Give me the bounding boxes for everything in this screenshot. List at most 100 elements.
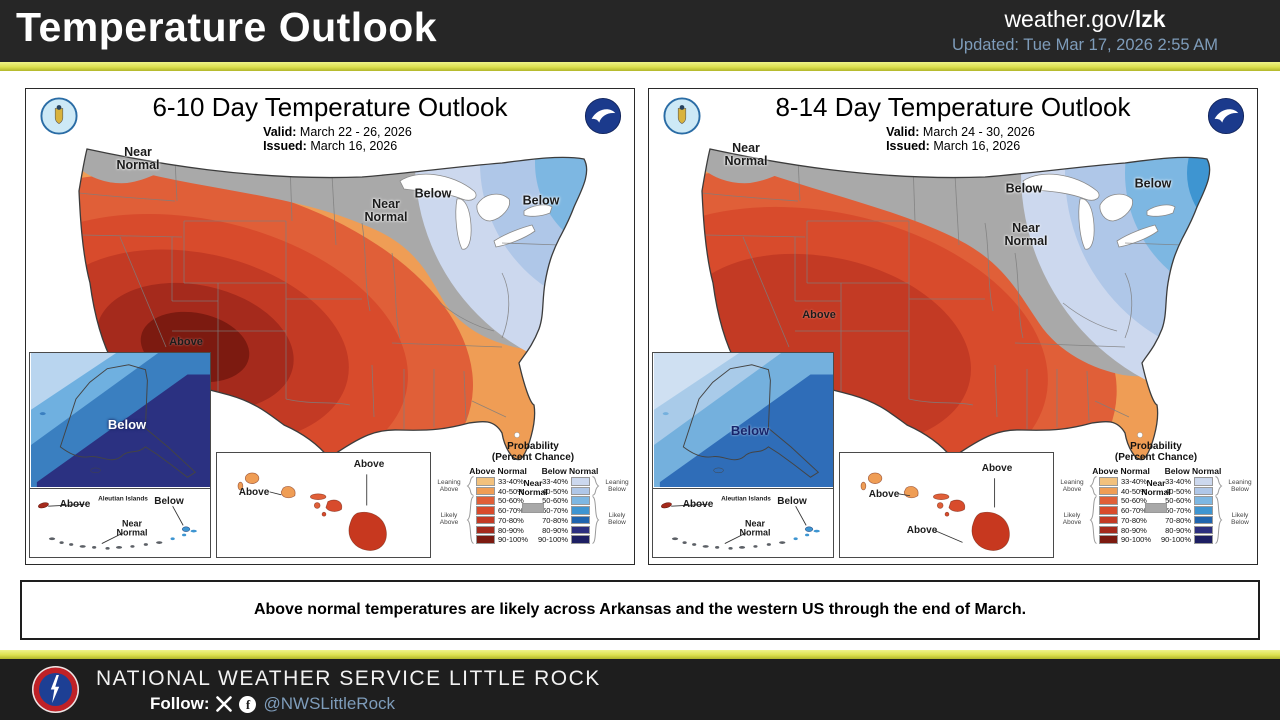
legend-subtitle: (Percent Chance) — [491, 452, 575, 463]
summary-text: Above normal temperatures are likely acr… — [253, 601, 1027, 618]
yellow-divider-top — [0, 62, 1280, 71]
summary-box: Above normal temperatures are likely acr… — [20, 580, 1260, 640]
legend-range-below: 90-100% — [537, 535, 568, 545]
legend-brace — [592, 476, 600, 496]
legend-swatch-below — [571, 486, 590, 496]
valid-value: March 24 - 30, 2026 — [922, 125, 1035, 139]
x-twitter-icon — [216, 696, 233, 712]
legend-leaning-above: Leaning Above — [437, 479, 461, 494]
legend-swatch-above — [1099, 535, 1118, 544]
legend-range-below: 50-60% — [542, 496, 568, 506]
legend-range-below: 60-70% — [1165, 506, 1191, 516]
legend-brace — [466, 496, 474, 544]
social-handle: @NWSLittleRock — [263, 694, 396, 713]
issued-label: Issued: — [886, 139, 930, 154]
map-title: 6-10 Day Temperature Outlook — [152, 92, 508, 122]
legend-below-header: Below Normal — [1164, 466, 1222, 476]
legend-range-above: 40-50% — [1121, 486, 1147, 496]
map-title: 8-14 Day Temperature Outlook — [775, 92, 1131, 122]
legend-title: Probability — [1130, 441, 1182, 452]
legend-likely-above: Likely Above — [1062, 512, 1082, 527]
alaska-map — [653, 347, 875, 525]
hawaii-map — [860, 472, 1010, 551]
outlook-panel-8-14-day: 8-14 Day Temperature Outlook Valid: Marc… — [648, 88, 1258, 565]
legend-range-above: 80-90% — [1121, 525, 1147, 535]
legend-brace — [1089, 496, 1097, 544]
alaska-map — [30, 347, 252, 525]
legend-title: Probability — [507, 441, 559, 452]
legend-swatch-above — [1099, 477, 1118, 486]
legend-range-above: 33-40% — [1121, 477, 1147, 486]
probability-legend: Probability (Percent Chance) Above Normal B… — [434, 441, 632, 561]
legend-brace — [1215, 496, 1223, 544]
legend-range-below: 33-40% — [1165, 477, 1191, 486]
dept-of-commerce-logo-icon — [40, 97, 78, 135]
alaska-inset: Below — [29, 347, 252, 525]
alaska-fill-layers — [653, 347, 875, 525]
legend-likely-above: Likely Above — [439, 512, 459, 527]
legend-swatch-above — [476, 535, 495, 544]
outlook-panel-6-10-day: 6-10 Day Temperature Outlook Valid: Marc… — [25, 88, 635, 565]
legend-below-header: Below Normal — [541, 466, 599, 476]
aleutian-inset: Above Aleutian Islands Below Near Normal — [652, 488, 834, 558]
hawaii-map — [237, 472, 387, 551]
legend-swatch-below — [571, 477, 590, 486]
dept-of-commerce-logo-icon — [663, 97, 701, 135]
valid-value: March 22 - 26, 2026 — [299, 125, 412, 139]
legend-brace — [1215, 476, 1223, 496]
valid-label: Valid: — [263, 125, 297, 139]
site-url-office: lzk — [1134, 6, 1166, 32]
legend-range-below: 70-80% — [542, 515, 568, 525]
legend-leaning-below: Leaning Below — [1228, 479, 1252, 494]
legend-swatch-above — [476, 486, 495, 496]
legend-swatch-above — [476, 477, 495, 486]
legend-range-below: 70-80% — [1165, 515, 1191, 525]
site-url: weather.gov/lzk — [920, 6, 1250, 33]
legend-swatch-above — [1099, 496, 1118, 505]
legend-swatch-below — [1194, 496, 1213, 505]
legend-above-header: Above Normal — [469, 466, 527, 476]
legend-leaning-below: Leaning Below — [605, 479, 629, 494]
aleutian-map — [661, 502, 820, 550]
legend-range-above: 40-50% — [498, 486, 524, 496]
issued-value: March 16, 2026 — [933, 139, 1021, 154]
legend-leaning-above: Leaning Above — [1060, 479, 1084, 494]
legend-near-normal-swatch — [522, 503, 544, 513]
legend-range-below: 50-60% — [1165, 496, 1191, 506]
legend-swatch-below — [1194, 477, 1213, 486]
aleutian-inset: Above Aleutian Islands Below Near Normal — [29, 488, 211, 558]
legend-brace — [466, 476, 474, 496]
legend-range-above: 70-80% — [498, 515, 524, 525]
legend-likely-below: Likely Below — [1231, 512, 1249, 527]
probability-legend: Probability (Percent Chance) Above Normal B… — [1057, 441, 1255, 561]
legend-swatch-below — [571, 535, 590, 544]
legend-likely-below: Likely Below — [608, 512, 626, 527]
follow-label: Follow: — [150, 694, 210, 713]
noaa-logo-icon — [1207, 97, 1245, 135]
hawaii-inset: Above Above — [216, 452, 431, 558]
legend-swatch-above — [1099, 506, 1118, 515]
yellow-divider-bottom — [0, 650, 1280, 659]
legend-subtitle: (Percent Chance) — [1114, 452, 1198, 463]
issued-label: Issued: — [263, 139, 307, 154]
legend-range-above: 33-40% — [498, 477, 524, 486]
updated-timestamp: Updated: Tue Mar 17, 2026 2:55 AM — [951, 36, 1218, 54]
legend-swatch-below — [1194, 486, 1213, 496]
legend-range-below: 60-70% — [542, 506, 568, 516]
legend-swatch-above — [1099, 525, 1118, 534]
legend-swatch-below — [1194, 515, 1213, 525]
legend-range-above: 80-90% — [498, 525, 524, 535]
facebook-icon: f — [239, 695, 257, 713]
legend-swatch-below — [1194, 506, 1213, 515]
legend-near-normal-label: Near Normal — [518, 478, 548, 498]
valid-label: Valid: — [886, 125, 920, 139]
valid-issued-block: Valid: March 24 - 30, 2026 Issued: March… — [886, 125, 1035, 154]
legend-range-above: 60-70% — [1121, 506, 1147, 516]
legend-range-above: 50-60% — [498, 496, 524, 506]
legend-swatch-below — [571, 515, 590, 525]
legend-range-above: 50-60% — [1121, 496, 1147, 506]
legend-swatch-above — [476, 515, 495, 525]
legend-near-normal-swatch — [1145, 503, 1167, 513]
legend-range-below: 33-40% — [542, 477, 568, 486]
office-name: NATIONAL WEATHER SERVICE LITTLE ROCK — [96, 667, 601, 690]
